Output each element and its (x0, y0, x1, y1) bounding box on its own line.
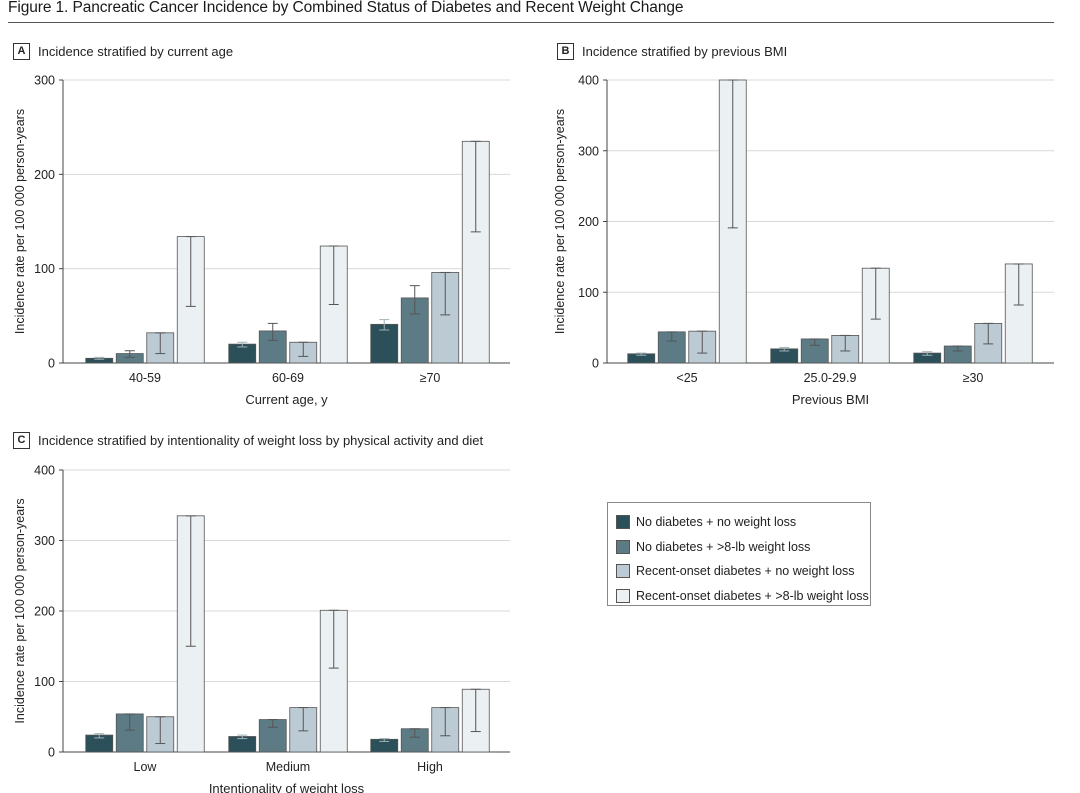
panel-a-title: Incidence stratified by current age (38, 43, 234, 59)
legend-swatch-4 (616, 588, 630, 603)
y-tick-label: 0 (48, 357, 55, 371)
legend: No diabetes + no weight loss No diabetes… (607, 502, 871, 606)
x-tick-label: ≥70 (420, 371, 441, 385)
panel-b-header: B Incidence stratified by previous BMI (557, 42, 787, 60)
y-tick-label: 200 (34, 168, 55, 182)
legend-item: No diabetes + no weight loss (616, 510, 870, 535)
y-tick-label: 100 (578, 286, 599, 300)
chart-b: 0 100 200 300 400 <25 25.0-29.9 ≥30 Previous BMI… (553, 74, 1054, 407)
x-tick-label: 40-59 (129, 371, 161, 385)
x-axis-label: Intentionality of weight loss (209, 781, 365, 793)
x-tick-label: <25 (676, 371, 697, 385)
y-tick-label: 400 (578, 74, 599, 88)
y-tick-label: 300 (34, 534, 55, 548)
legend-label: No diabetes + no weight loss (636, 515, 797, 530)
legend-item: No diabetes + >8-lb weight loss (616, 535, 870, 560)
x-tick-label: 60-69 (272, 371, 304, 385)
x-tick-label: Low (134, 760, 158, 774)
legend-item: Recent-onset diabetes + >8-lb weight los… (616, 584, 870, 609)
title-divider (8, 22, 1054, 23)
y-tick-label: 0 (48, 746, 55, 760)
x-tick-label: Medium (266, 760, 310, 774)
x-tick-label: High (417, 760, 443, 774)
y-tick-label: 100 (34, 675, 55, 689)
y-tick-label: 0 (592, 357, 599, 371)
figure-title: Figure 1. Pancreatic Cancer Incidence by… (8, 0, 684, 16)
panel-b-title: Incidence stratified by previous BMI (582, 43, 788, 59)
y-tick-label: 400 (34, 464, 55, 478)
x-tick-label: 25.0-29.9 (804, 371, 857, 385)
x-axis-label: Current age, y (245, 392, 328, 407)
panel-b-letter: B (557, 42, 574, 60)
x-tick-label: ≥30 (963, 371, 984, 385)
legend-swatch-2 (616, 539, 630, 554)
legend-swatch-3 (616, 564, 630, 579)
legend-item: Recent-onset diabetes + no weight loss (616, 559, 870, 584)
y-tick-label: 200 (34, 605, 55, 619)
panel-c-title: Incidence stratified by intentionality o… (38, 432, 484, 448)
panel-c-letter: C (13, 431, 30, 449)
y-tick-label: 200 (578, 215, 599, 229)
legend-swatch-1 (616, 515, 630, 530)
panel-c-header: C Incidence stratified by intentionality… (13, 431, 483, 449)
chart-a: 0 100 200 300 40-59 60-69 ≥70 Current age, y Inc… (13, 74, 510, 407)
y-axis-label: Incidence rate per 100 000 person-years (13, 498, 27, 723)
y-axis-label: Incidence rate per 100 000 person-years (553, 109, 567, 334)
chart-c: 0 100 200 300 400 Low Medium High Intentionality… (13, 464, 510, 793)
y-tick-label: 300 (578, 144, 599, 158)
legend-label: No diabetes + >8-lb weight loss (636, 539, 811, 554)
y-axis-label: Incidence rate per 100 000 person-years (13, 109, 27, 334)
bar (370, 323, 399, 364)
y-tick-label: 300 (34, 74, 55, 88)
panel-a-letter: A (13, 42, 30, 60)
legend-label: Recent-onset diabetes + >8-lb weight los… (636, 588, 869, 603)
panel-a-header: A Incidence stratified by current age (13, 42, 233, 60)
y-tick-label: 100 (34, 262, 55, 276)
legend-label: Recent-onset diabetes + no weight loss (636, 564, 855, 579)
x-axis-label: Previous BMI (792, 392, 869, 407)
